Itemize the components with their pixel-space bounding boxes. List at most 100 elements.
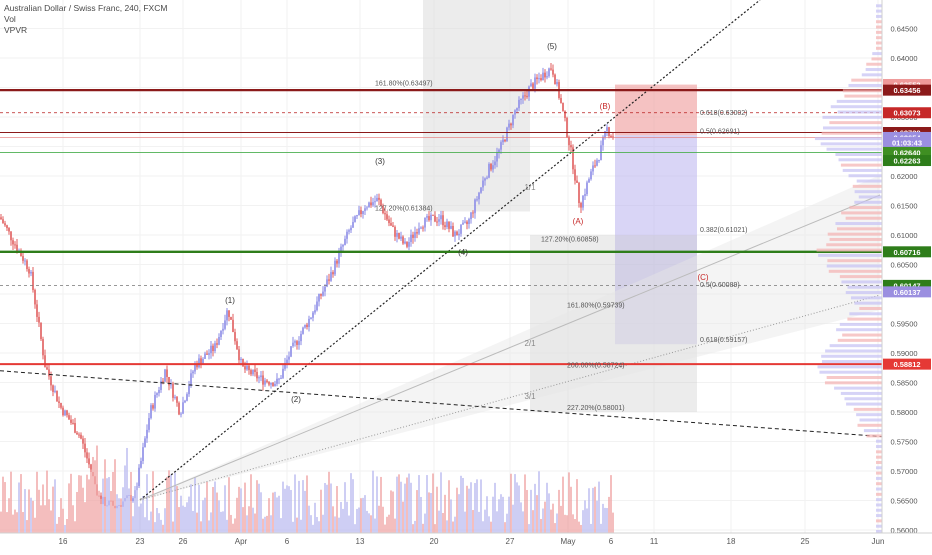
profile-bar [876, 9, 882, 13]
volume-bar [380, 476, 382, 533]
profile-bar [825, 349, 882, 353]
profile-bar [861, 73, 882, 77]
volume-bar [130, 471, 132, 533]
candle-body [270, 382, 272, 385]
volume-bar [40, 505, 42, 533]
volume-bar [518, 485, 520, 533]
profile-bar [850, 296, 882, 300]
volume-bar [160, 519, 162, 533]
candle-body [474, 199, 476, 214]
volume-bar [366, 510, 368, 533]
volume-bar [252, 507, 254, 533]
candle-body [24, 260, 26, 262]
candle-body [264, 380, 266, 385]
price-tag [883, 358, 931, 370]
candle-body [174, 396, 176, 398]
volume-bar [568, 472, 570, 533]
volume-bar [426, 475, 428, 533]
volume-bar [52, 486, 54, 533]
candle-body [224, 320, 226, 329]
volume-bar [332, 506, 334, 533]
profile-bar [844, 397, 882, 401]
volume-bar [146, 474, 148, 533]
candle-body [214, 343, 216, 352]
candle-body [318, 294, 320, 302]
volume-bar [562, 476, 564, 533]
candle-body [284, 363, 286, 369]
candles [0, 63, 614, 514]
candle-body [588, 179, 590, 183]
candle-body [376, 197, 378, 202]
volume-bar [376, 476, 378, 533]
profile-bar [823, 126, 882, 130]
profile-bar [842, 168, 882, 172]
volume-bar [176, 486, 178, 533]
candle-body [338, 252, 340, 264]
candle-body [460, 224, 462, 234]
candle-body [268, 382, 270, 385]
price-tag [883, 146, 931, 158]
fib-level-label: 127.20%(0.61384) [375, 205, 433, 212]
candle-body [8, 228, 10, 232]
fib-labels: 161.80%(0.63497) 0.618(0.63002) 0.5(0.6269… [375, 81, 747, 412]
profile-bar [839, 322, 882, 326]
chart-legend: Australian Dollar / Swiss Franc, 240, FX… [4, 3, 167, 36]
stop-loss-zone [615, 84, 697, 136]
candle-body [2, 219, 4, 224]
candle-body [468, 219, 470, 225]
volume-bar [100, 498, 102, 533]
volume-bar [72, 505, 74, 533]
profile-bar [857, 423, 882, 427]
candle-body [52, 385, 54, 392]
volume-bar [268, 498, 270, 533]
volume-bar [284, 488, 286, 533]
candle-body [220, 330, 222, 337]
volume-bar [538, 471, 540, 533]
candle-body [552, 69, 554, 75]
candle-body [246, 365, 248, 370]
candle-body [240, 358, 242, 361]
candle-body [394, 226, 396, 237]
volume-bar [470, 482, 472, 533]
volume-bar [240, 488, 242, 533]
candle-body [516, 108, 518, 111]
volume-bar [196, 512, 198, 533]
volume-bar [10, 471, 12, 533]
candle-body [162, 380, 164, 382]
volume-bar [8, 498, 10, 533]
candle-body [168, 376, 170, 386]
candle-body [568, 137, 570, 146]
candle-body [144, 438, 146, 448]
volume-bar [292, 521, 294, 533]
candle-body [68, 415, 70, 420]
volume-bar [188, 496, 190, 533]
profile-bar [829, 121, 882, 125]
profile-bar [876, 439, 882, 443]
time-axis-bg [0, 533, 932, 550]
candle-body [218, 336, 220, 345]
profile-bar [840, 391, 882, 395]
candle-body [154, 394, 156, 409]
profile-bar [837, 110, 882, 114]
volume-bar [234, 518, 236, 533]
volume-bar [312, 524, 314, 533]
candle-body [242, 358, 244, 367]
candle-body [170, 383, 172, 386]
candle-body [506, 127, 508, 142]
volume-indicator-label[interactable]: Vol [4, 14, 16, 24]
volume-bar [14, 509, 16, 533]
candle-body [592, 165, 594, 172]
candle-body [54, 390, 56, 392]
volume-bar [608, 496, 610, 533]
time-tick-label: 23 [136, 537, 145, 546]
volume-bar [308, 505, 310, 533]
price-tag-label: 0.60147 [893, 281, 920, 290]
volume-bar [350, 473, 352, 533]
candle-body [278, 378, 280, 380]
profile-bar [830, 105, 882, 109]
volume-bar [506, 513, 508, 533]
symbol-title: Australian Dollar / Swiss Franc, 240, FX… [4, 3, 168, 13]
vpvr-indicator-label[interactable]: VPVR [4, 25, 28, 35]
profile-bar [824, 381, 882, 385]
